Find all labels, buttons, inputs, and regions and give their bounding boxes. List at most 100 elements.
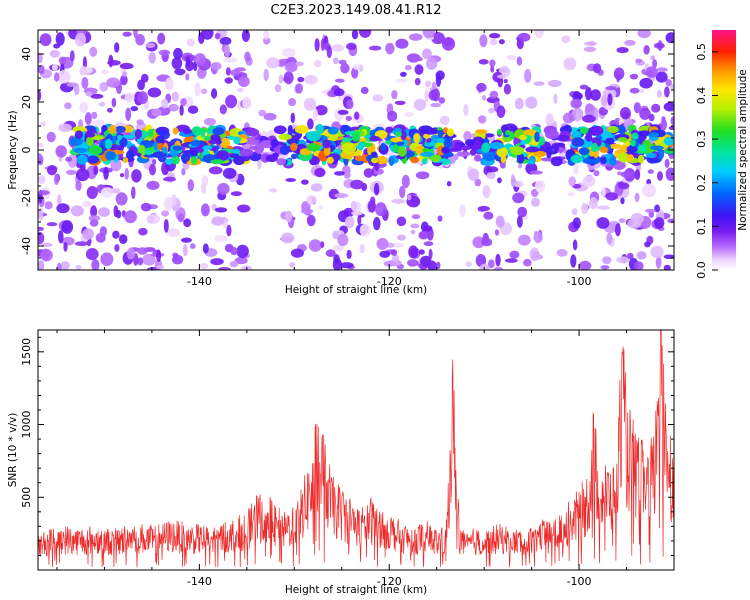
- heatmap-cell: [86, 155, 100, 164]
- heatmap-cell: [390, 249, 398, 256]
- heatmap-cell: [474, 178, 482, 187]
- heatmap-cell: [180, 98, 187, 107]
- heatmap-cell: [634, 192, 640, 203]
- heatmap-cell: [556, 249, 568, 257]
- heatmap-cell: [509, 250, 520, 259]
- heatmap-cell: [414, 64, 424, 75]
- heatmap-cells: [38, 30, 674, 270]
- heatmap-cell: [561, 35, 571, 44]
- heatmap-cell: [303, 97, 317, 111]
- heatmap-x-ticks: -140 -120 -100: [56, 30, 675, 288]
- heatmap-cell: [401, 174, 410, 189]
- heatmap-cell: [533, 231, 543, 244]
- heatmap-cell: [163, 219, 169, 233]
- heatmap-cell: [437, 215, 443, 222]
- heatmap-cell: [583, 46, 597, 53]
- heatmap-cell: [157, 265, 165, 269]
- heatmap-cell: [285, 178, 297, 182]
- heatmap-cell: [639, 144, 648, 153]
- heatmap-cell: [531, 251, 541, 261]
- heatmap-cell: [222, 167, 237, 179]
- heatmap-cell: [601, 186, 606, 197]
- heatmap-cell: [629, 73, 639, 80]
- heatmap-cell: [478, 59, 489, 65]
- heatmap-cell: [98, 207, 110, 217]
- heatmap-cell: [397, 146, 407, 157]
- heatmap-cell: [414, 77, 421, 86]
- heatmap-cell: [647, 169, 654, 174]
- heatmap-cell: [200, 88, 208, 95]
- heatmap-cell: [274, 84, 282, 93]
- heatmap-cell: [295, 61, 304, 67]
- heatmap-cell: [57, 70, 71, 84]
- heatmap-cell: [481, 142, 491, 154]
- heatmap-cell: [199, 262, 209, 270]
- heatmap-cell: [229, 153, 240, 158]
- heatmap-cell: [100, 69, 109, 75]
- heatmap-cell: [166, 228, 181, 237]
- heatmap-cell: [212, 127, 225, 135]
- heatmap-cell: [496, 129, 503, 136]
- heatmap-cell: [284, 210, 293, 223]
- heatmap-cell: [350, 200, 358, 212]
- heatmap-cell: [217, 182, 230, 195]
- heatmap-cell: [107, 107, 113, 113]
- heatmap-cell: [571, 137, 585, 147]
- heatmap-cell: [385, 42, 395, 55]
- heatmap-cell: [503, 78, 508, 84]
- y-tick-label: 20: [20, 95, 33, 109]
- heatmap-cell: [472, 236, 486, 249]
- heatmap-cell: [38, 90, 42, 102]
- heatmap-cell: [439, 115, 450, 126]
- heatmap-cell: [140, 202, 152, 212]
- heatmap-cell: [90, 93, 104, 99]
- heatmap-cell: [211, 216, 225, 226]
- snr-panel: -140 -120 -100 500 1000 1500 Height of strai…: [7, 329, 675, 596]
- heatmap-cell: [351, 131, 361, 142]
- heatmap-cell: [648, 132, 660, 138]
- heatmap-x-axis-label: Height of straight line (km): [285, 284, 427, 296]
- heatmap-cell: [459, 204, 466, 217]
- heatmap-cell: [482, 185, 491, 199]
- heatmap-cell: [573, 163, 579, 175]
- heatmap-cell: [106, 77, 121, 88]
- heatmap-cell: [108, 124, 117, 134]
- heatmap-cell: [517, 215, 523, 228]
- heatmap-cell: [517, 163, 523, 169]
- heatmap-cell: [618, 218, 626, 224]
- heatmap-cell: [523, 258, 532, 267]
- heatmap-cell: [49, 49, 61, 58]
- colorbar-label: Normalized spectral amplitude: [737, 69, 749, 230]
- heatmap-cell: [465, 261, 473, 267]
- heatmap-cell: [124, 210, 137, 224]
- heatmap-cell: [489, 59, 496, 67]
- heatmap-cell: [431, 31, 445, 45]
- heatmap-cell: [38, 207, 44, 221]
- heatmap-cell: [122, 71, 128, 77]
- heatmap-cell: [620, 171, 632, 178]
- heatmap-cell: [535, 179, 546, 193]
- heatmap-cell: [399, 185, 406, 199]
- heatmap-cell: [208, 139, 220, 145]
- heatmap-cell: [310, 183, 323, 192]
- heatmap-cell: [390, 137, 405, 143]
- heatmap-cell: [424, 142, 435, 147]
- heatmap-y-axis-label: Frequency (Hz): [7, 110, 19, 189]
- heatmap-cell: [607, 125, 619, 134]
- heatmap-cell: [425, 80, 432, 88]
- heatmap-cell: [110, 158, 122, 172]
- heatmap-cell: [634, 261, 644, 270]
- heatmap-cell: [278, 74, 284, 84]
- heatmap-cell: [345, 115, 352, 122]
- heatmap-cell: [172, 254, 184, 265]
- heatmap-cell: [505, 130, 511, 136]
- heatmap-cell: [631, 132, 639, 140]
- heatmap-cell: [615, 223, 621, 237]
- heatmap-cell: [482, 150, 497, 161]
- heatmap-cell: [663, 102, 674, 112]
- heatmap-cell: [230, 69, 241, 76]
- heatmap-cell: [118, 234, 128, 245]
- heatmap-cell: [617, 137, 628, 143]
- heatmap-cell: [528, 158, 536, 165]
- heatmap-cell: [582, 114, 596, 123]
